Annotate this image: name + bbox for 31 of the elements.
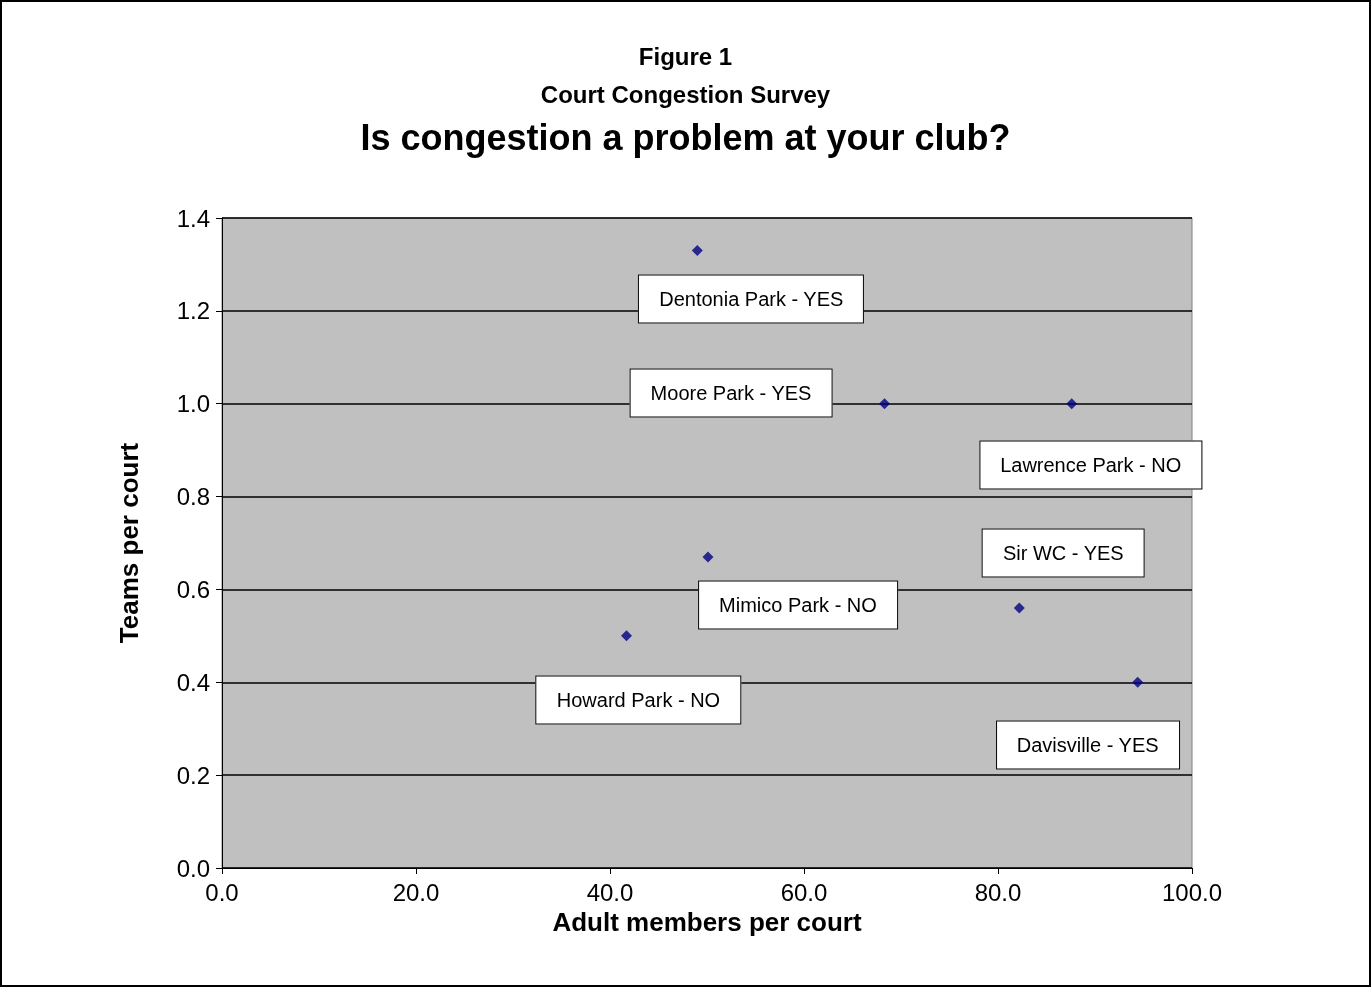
x-tick-label: 20.0 [392,878,440,906]
y-tick-label: 1.4 [176,204,210,232]
x-axis-title: Adult members per court [552,906,862,937]
annotation: Moore Park - YES [629,368,833,418]
annotation: Dentonia Park - YES [638,274,865,323]
x-tick-label: 80.0 [974,878,1022,906]
point [879,398,891,410]
y-tick-label: 0.4 [176,668,210,696]
point [1013,602,1025,614]
x-tick-label: 60.0 [780,878,828,906]
point [1132,676,1144,688]
annotation: Lawrence Park - NO [979,440,1203,490]
text: Court Congestion Survey [540,80,831,108]
annotation: Sir WC - YES [981,528,1145,578]
annotation: Mimico Park - NO [698,580,898,630]
y-axis-title: Teams per court [114,442,144,644]
y-tick-label: 1.2 [176,297,210,325]
point [702,551,714,563]
point [620,630,632,642]
annotation: Davisville - YES [995,720,1180,770]
y-tick-label: 1.0 [176,390,210,418]
annotation: Howard Park - NO [535,675,742,725]
y-tick-label: 0.8 [176,483,210,511]
chart-title: Is congestion a problem at your club? [360,116,1011,158]
x-tick-label: 100.0 [1161,878,1223,906]
y-tick-label: 0.6 [176,575,210,603]
y-tick-label: 0.2 [176,761,210,789]
x-tick-label: 40.0 [586,878,634,906]
caption: Figure 1 [638,42,733,70]
point [1066,398,1078,410]
point [691,245,703,256]
